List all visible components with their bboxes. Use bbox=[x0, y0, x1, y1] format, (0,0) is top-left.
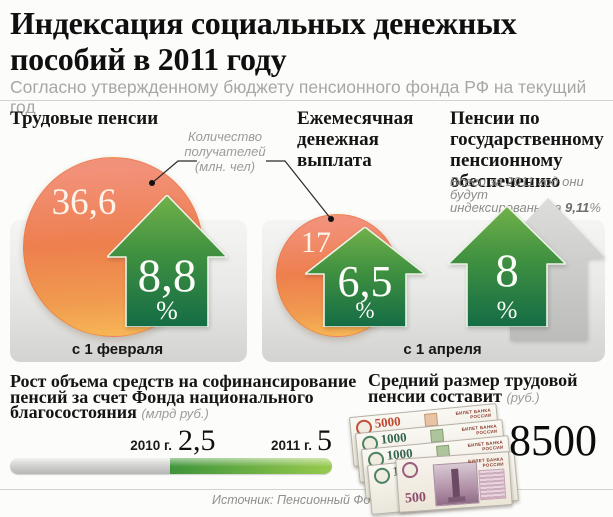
banknotes-stack: 5000 БИЛЕТ БАНКА РОССИИ 1000 БИЛЕТ БАНКА… bbox=[348, 403, 520, 516]
state-indexation-note: Всего за 2011 год они будут индексирован… bbox=[450, 175, 613, 214]
state-note-value: 9,11 bbox=[565, 200, 590, 215]
bar-label-2011: 2011 г. bbox=[270, 438, 312, 453]
page-title: Индексация социальных денежных пособий в… bbox=[10, 5, 517, 77]
percent-sign-labor: % bbox=[156, 296, 178, 325]
indexation-arrow-state bbox=[448, 206, 566, 327]
cofinancing-title-line3: благосостояния (млрд руб.) bbox=[10, 402, 356, 422]
average-pension-amount: 8500 bbox=[509, 416, 597, 465]
divider-top bbox=[0, 100, 613, 101]
average-pension-title-line2-text: пенсии составит bbox=[368, 385, 502, 406]
source-note: Источник: Пенсионный Фонд РФ bbox=[212, 493, 406, 507]
percent-sign-monthly: % bbox=[355, 298, 375, 323]
indexation-value-state: 8 bbox=[495, 245, 519, 297]
percent-sign-state: % bbox=[496, 297, 518, 324]
page-subtitle: Согласно утвержденному бюджету пенсионно… bbox=[10, 77, 587, 117]
banknote-rosette-icon bbox=[401, 461, 419, 479]
bar-value-2011: 5 bbox=[317, 424, 332, 457]
banknote-500: 500 БИЛЕТ БАНКА РОССИИ bbox=[395, 451, 513, 513]
section-title-state-pensions: Пенсии по государственному пенсионному о… bbox=[450, 108, 604, 192]
indexation-value-monthly: 6,5 bbox=[337, 257, 393, 306]
cofinancing-title-line2: пенсий за счет Фонда национального bbox=[10, 386, 314, 407]
average-pension-unit: (руб.) bbox=[506, 389, 540, 405]
bar-segment-2010 bbox=[10, 458, 170, 474]
recipients-value-monthly: 17 bbox=[301, 226, 331, 259]
bar-value-2010: 2,5 bbox=[178, 424, 216, 457]
cofinancing-title: Рост объема средств на софинансирование … bbox=[10, 371, 357, 422]
banknote-text-block bbox=[478, 468, 507, 501]
banknote-denomination: 500 bbox=[404, 490, 427, 507]
average-pension-title-line1: Средний размер трудовой bbox=[368, 370, 578, 390]
average-pension-title: Средний размер трудовой пенсии составит … bbox=[368, 370, 578, 406]
bar-segment-2011 bbox=[170, 458, 332, 474]
section-title-labor-pensions: Трудовые пенсии bbox=[10, 108, 159, 129]
date-caption-february: с 1 февраля bbox=[71, 341, 164, 358]
indexation-value-labor: 8,8 bbox=[137, 250, 197, 302]
average-pension-title-line2: пенсии составит (руб.) bbox=[368, 385, 578, 406]
divider-bottom bbox=[0, 489, 613, 490]
indexation-arrow-monthly bbox=[305, 227, 425, 327]
cofinancing-bar bbox=[10, 458, 332, 474]
state-note-line1: Всего за 2011 год они будут bbox=[450, 174, 584, 202]
cofinancing-unit: (млрд руб.) bbox=[141, 406, 209, 421]
indexation-arrow-labor bbox=[107, 195, 227, 327]
section-title-monthly-payment: Ежемесячная денежная выплата bbox=[297, 108, 414, 171]
banknote-rosette-icon bbox=[373, 467, 391, 485]
cofinancing-title-line3-text: благосостояния bbox=[10, 402, 137, 422]
state-note-percent-sign: % bbox=[589, 200, 601, 215]
recipients-value-labor: 36,6 bbox=[51, 182, 117, 223]
date-caption-april: с 1 апреля bbox=[403, 341, 482, 358]
cofinancing-title-line1: Рост объема средств на софинансирование bbox=[10, 371, 357, 391]
recipients-annotation: Количество получателей (млн. чел) bbox=[184, 129, 266, 174]
bar-label-2010: 2010 г. bbox=[130, 438, 172, 453]
